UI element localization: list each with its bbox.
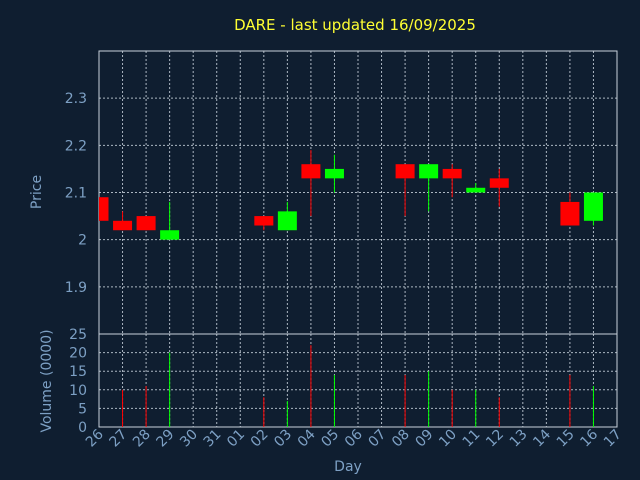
candles bbox=[99, 150, 603, 240]
candle-body bbox=[489, 178, 509, 188]
x-tick-label: 06 bbox=[342, 426, 366, 450]
candle-body bbox=[466, 187, 486, 193]
x-tick-label: 16 bbox=[577, 426, 601, 450]
candle-body bbox=[395, 164, 415, 179]
volume-tick-label: 20 bbox=[69, 346, 87, 362]
x-axis-label: Day bbox=[334, 459, 362, 475]
x-tick-label: 13 bbox=[507, 427, 531, 451]
x-tick-label: 04 bbox=[295, 426, 319, 450]
candle-body bbox=[99, 197, 109, 221]
price-axis-label: Price bbox=[29, 175, 45, 209]
candle-body bbox=[254, 216, 274, 226]
x-tick-label: 09 bbox=[413, 427, 437, 451]
price-tick-label: 2.3 bbox=[65, 91, 87, 107]
x-tick-label: 15 bbox=[554, 427, 578, 451]
x-tick-label: 07 bbox=[365, 427, 389, 451]
x-tick-label: 28 bbox=[130, 427, 154, 451]
candle-body bbox=[277, 211, 297, 231]
candle-body bbox=[560, 201, 580, 226]
x-axis: 26 27 28 29 30 31 01 02 03 04 05 06 07 08 09 10 11 12 13 14… bbox=[83, 426, 625, 450]
candle-body bbox=[419, 164, 439, 179]
x-tick-label: 14 bbox=[530, 426, 554, 450]
volume-tick-label: 0 bbox=[78, 420, 87, 436]
volume-tick-label: 5 bbox=[78, 401, 87, 417]
x-tick-label: 27 bbox=[106, 427, 130, 451]
x-tick-label: 29 bbox=[154, 427, 178, 451]
chart-title: DARE - last updated 16/09/2025 bbox=[234, 16, 476, 34]
x-tick-label: 12 bbox=[483, 427, 507, 451]
x-tick-label: 08 bbox=[389, 427, 413, 451]
price-tick-label: 2.2 bbox=[65, 138, 87, 154]
x-tick-label: 17 bbox=[601, 427, 625, 451]
price-tick-label: 2 bbox=[78, 233, 87, 249]
candle-body bbox=[136, 216, 156, 231]
candle-body bbox=[301, 164, 321, 179]
x-tick-label: 31 bbox=[201, 427, 225, 451]
x-tick-label: 03 bbox=[271, 427, 295, 451]
x-tick-label: 05 bbox=[318, 427, 342, 451]
volume-tick-label: 15 bbox=[69, 364, 87, 380]
volume-tick-label: 10 bbox=[69, 383, 87, 399]
x-tick-label: 10 bbox=[436, 427, 460, 451]
volume-panel-frame bbox=[98, 333, 618, 428]
volume-panel: 0 5 10 15 20 25 bbox=[69, 327, 618, 436]
volume-tick-label: 25 bbox=[69, 327, 87, 343]
volume-axis-label: Volume (0000) bbox=[39, 329, 55, 432]
x-tick-label: 30 bbox=[177, 427, 201, 451]
candle-body bbox=[113, 220, 133, 231]
x-tick-label: 11 bbox=[460, 427, 484, 451]
x-tick-label: 02 bbox=[248, 427, 272, 451]
candle-body bbox=[583, 192, 603, 221]
candle-body bbox=[442, 168, 462, 179]
price-panel: 1.9 2 2.1 2.2 2.3 bbox=[65, 50, 618, 335]
price-tick-label: 2.1 bbox=[65, 186, 87, 202]
x-tick-label: 01 bbox=[224, 427, 248, 451]
candle-body bbox=[324, 168, 344, 179]
candle-body bbox=[160, 230, 180, 240]
price-tick-label: 1.9 bbox=[65, 280, 87, 296]
